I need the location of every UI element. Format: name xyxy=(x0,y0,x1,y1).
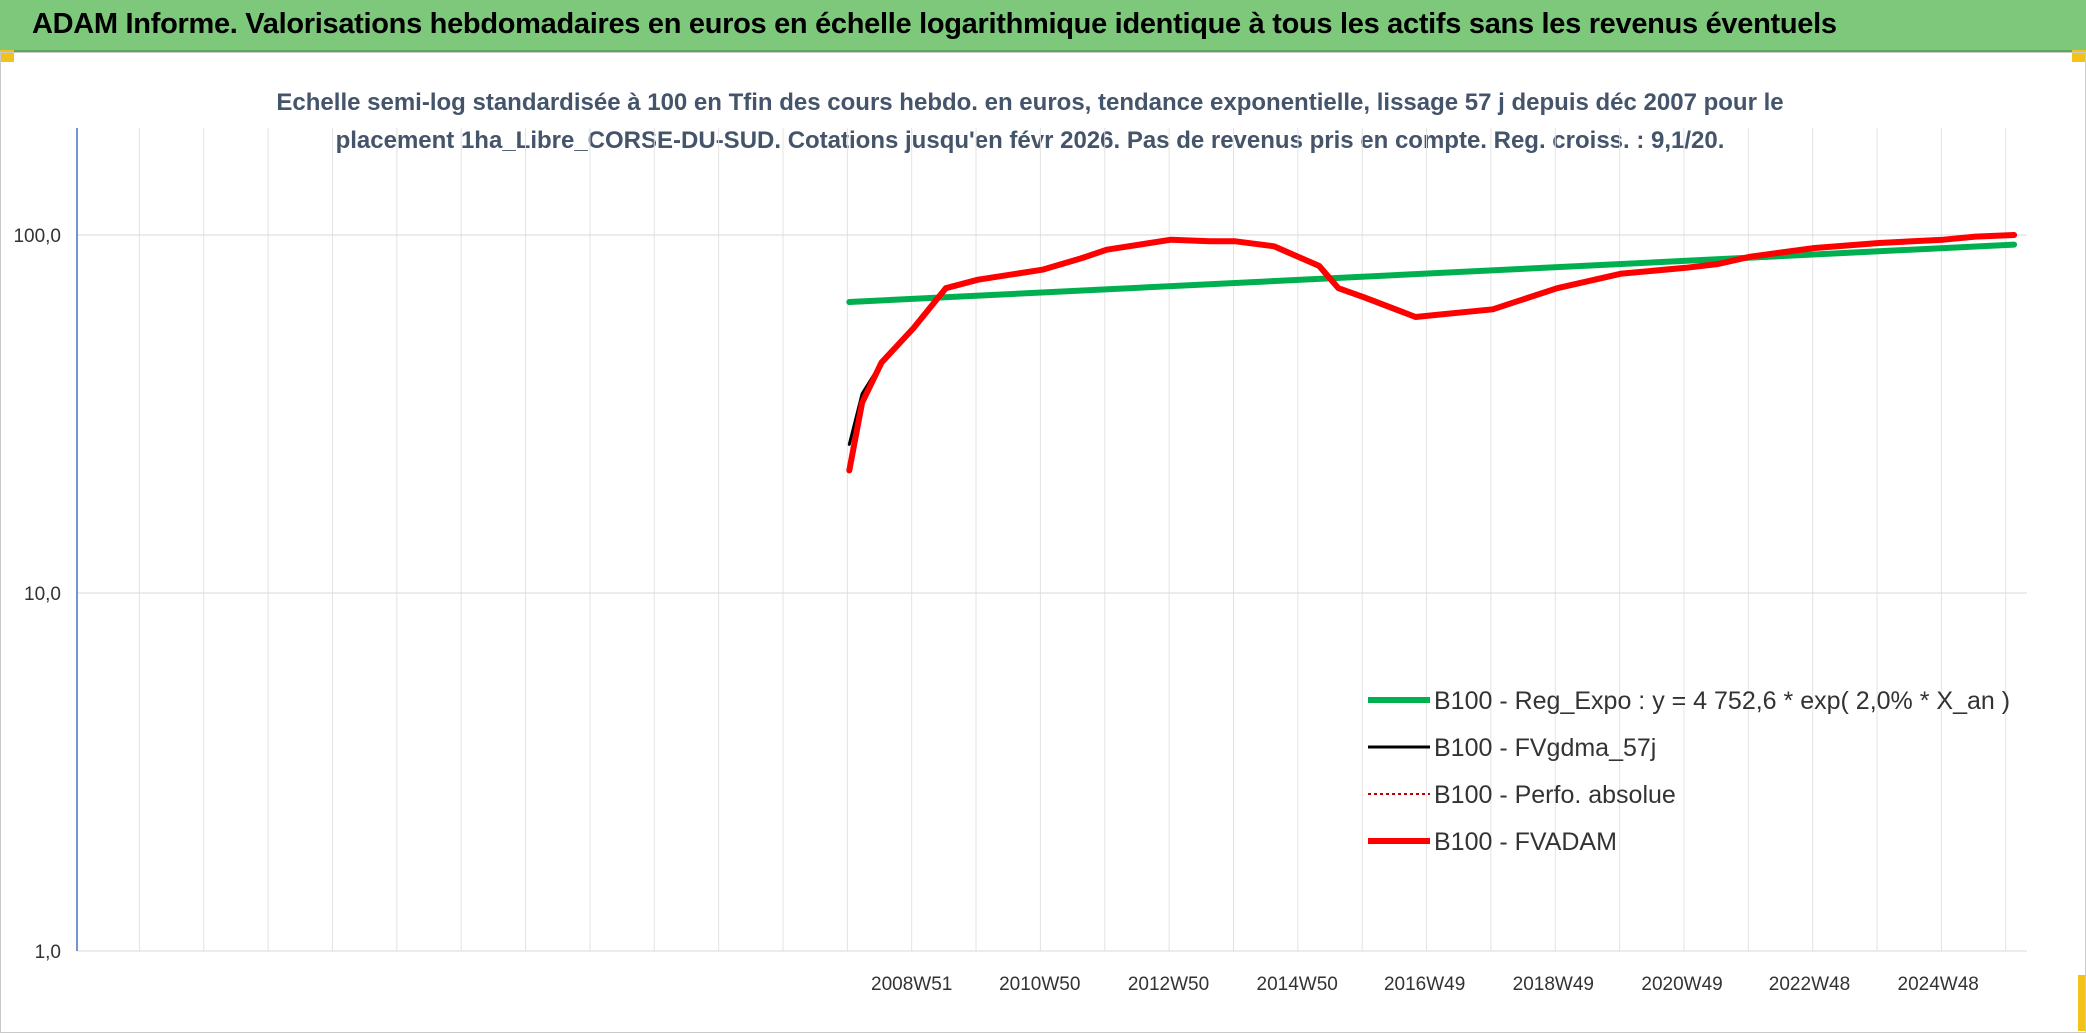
vertical-gridlines xyxy=(138,128,2007,951)
chart-title: Echelle semi-log standardisée à 100 en T… xyxy=(276,89,1784,154)
x-tick-label: 2024W48 xyxy=(1898,974,1979,995)
legend-label: B100 - FVgdma_57j xyxy=(1434,734,1656,762)
corner-marker-top-right xyxy=(2072,50,2086,62)
x-tick-label: 2008W51 xyxy=(871,974,952,995)
legend: B100 - Reg_Expo : y = 4 752,6 * exp( 2,0… xyxy=(1368,687,2010,856)
x-tick-label: 2014W50 xyxy=(1257,974,1338,995)
header-bar: ADAM Informe. Valorisations hebdomadaire… xyxy=(0,0,2086,52)
x-tick-label: 2022W48 xyxy=(1769,974,1850,995)
y-tick-label: 100,0 xyxy=(13,226,61,247)
series-line-1 xyxy=(847,233,2016,446)
x-tick-label: 2016W49 xyxy=(1384,974,1465,995)
x-tick-labels: 2008W51 2010W50 2012W50 2014W50 2016W49 2018W… xyxy=(871,974,1979,995)
series-line-0 xyxy=(846,241,2018,305)
legend-label: B100 - Perfo. absolue xyxy=(1434,781,1676,809)
x-tick-label: 2018W49 xyxy=(1513,974,1594,995)
x-tick-label: 2020W49 xyxy=(1641,974,1722,995)
series-layer xyxy=(846,232,2018,474)
legend-label: B100 - FVADAM xyxy=(1434,828,1617,856)
horizontal-gridlines xyxy=(77,234,2027,952)
x-tick-label: 2012W50 xyxy=(1128,974,1209,995)
corner-marker-top-left xyxy=(0,50,14,62)
corner-marker-bottom-right xyxy=(2078,975,2086,1031)
series-line-3 xyxy=(846,232,2018,474)
y-tick-labels: 1,0 10,0 100,0 xyxy=(13,226,61,963)
x-tick-label: 2010W50 xyxy=(999,974,1080,995)
page-title: ADAM Informe. Valorisations hebdomadaire… xyxy=(32,8,1837,40)
y-tick-label: 10,0 xyxy=(24,584,61,605)
legend-label: B100 - Reg_Expo : y = 4 752,6 * exp( 2,0… xyxy=(1434,687,2010,715)
y-tick-label: 1,0 xyxy=(35,942,61,963)
